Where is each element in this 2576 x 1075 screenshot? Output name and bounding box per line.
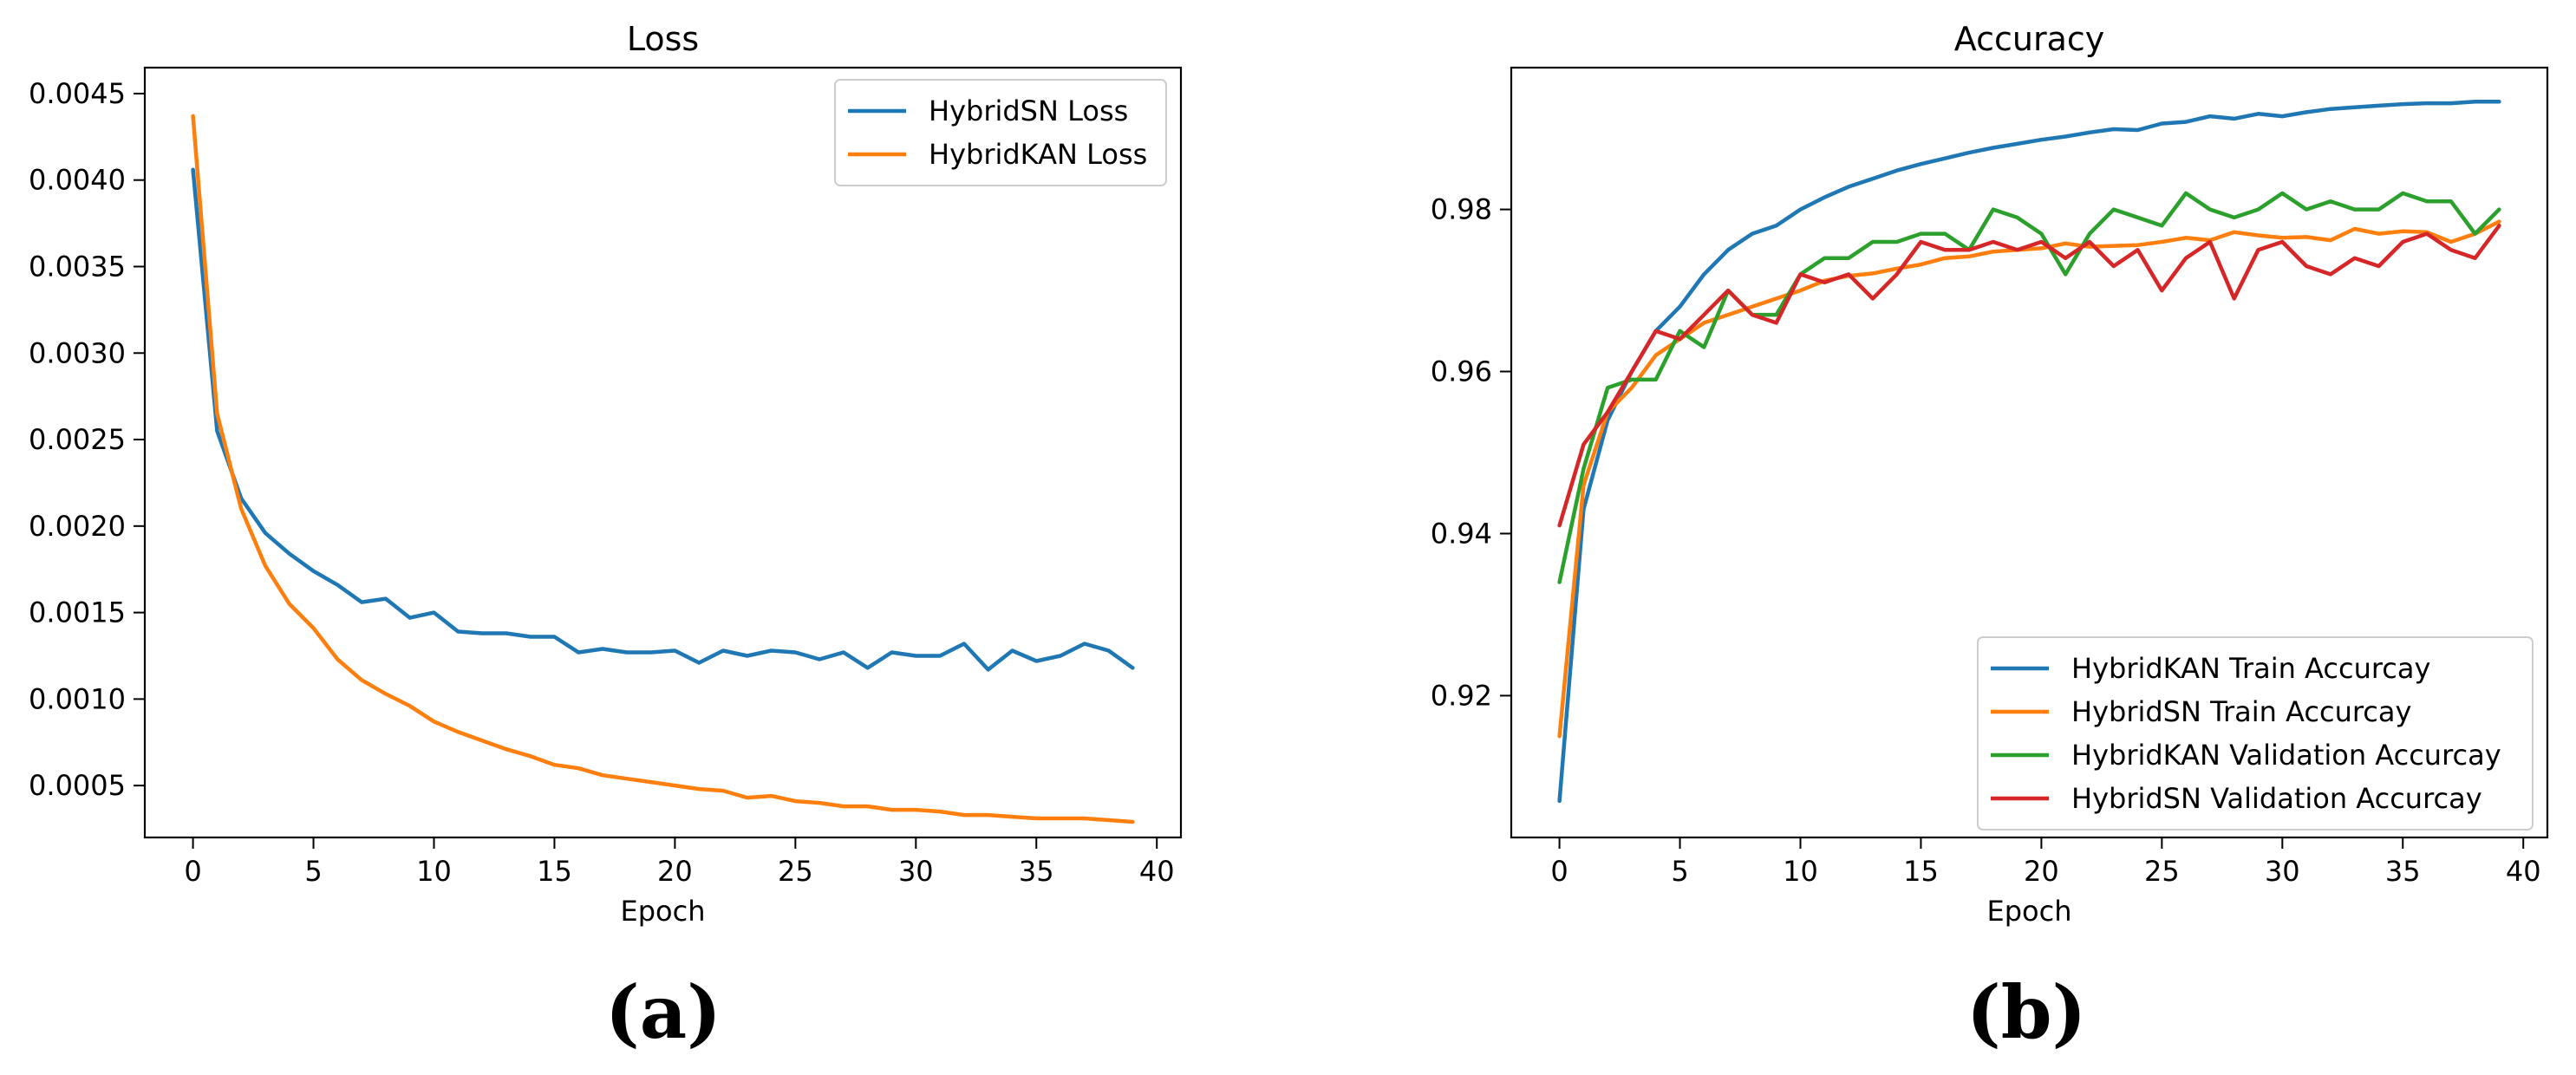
legend-label: HybridKAN Loss bbox=[929, 138, 1147, 171]
y-tick-label: 0.0030 bbox=[29, 336, 126, 369]
legend-label: HybridKAN Validation Accurcay bbox=[2071, 739, 2501, 772]
series-line-accuracy-2 bbox=[1557, 191, 2501, 584]
x-tick-label: 25 bbox=[778, 855, 813, 888]
plot-frame-accuracy bbox=[1510, 66, 2549, 839]
series-line-loss-1 bbox=[191, 114, 1135, 824]
panel-label-a: (a) bbox=[605, 969, 721, 1055]
legend-box bbox=[834, 79, 1167, 186]
series-line-loss-0 bbox=[191, 167, 1135, 672]
legend-label: HybridSN Train Accurcay bbox=[2071, 695, 2411, 728]
series-line-accuracy-0 bbox=[1557, 100, 2501, 804]
legend-label: HybridSN Validation Accurcay bbox=[2071, 782, 2482, 815]
x-tick-label: 5 bbox=[1671, 855, 1688, 888]
x-tick-label: 10 bbox=[416, 855, 452, 888]
x-tick-label: 20 bbox=[2024, 855, 2059, 888]
y-tick-label: 0.0025 bbox=[29, 423, 126, 456]
x-tick-label: 0 bbox=[184, 855, 201, 888]
legend-label: HybridSN Loss bbox=[929, 94, 1128, 127]
x-tick-label: 30 bbox=[2265, 855, 2300, 888]
x-tick-label: 10 bbox=[1783, 855, 1818, 888]
panel-label-b: (b) bbox=[1966, 969, 2087, 1055]
chart-title-loss: Loss bbox=[627, 20, 699, 58]
chart-loss: Loss 0 5 10 15 20 25 30 35 40 0.0005 0.0010 0.0015 0.… bbox=[29, 20, 1183, 928]
y-tick-label: 0.96 bbox=[1431, 355, 1492, 388]
y-tick-label: 0.94 bbox=[1431, 517, 1492, 550]
y-tick-label: 0.0005 bbox=[29, 769, 126, 802]
plot-frame-loss bbox=[143, 66, 1183, 839]
series-line-accuracy-3 bbox=[1557, 224, 2501, 528]
x-tick-label: 40 bbox=[2506, 855, 2541, 888]
legend-loss: HybridSN Loss HybridKAN Loss bbox=[834, 79, 1167, 186]
y-tick-label: 0.92 bbox=[1431, 679, 1492, 712]
x-tick-label: 35 bbox=[2385, 855, 2421, 888]
legend-label: HybridKAN Train Accurcay bbox=[2071, 652, 2430, 685]
y-tick-label: 0.98 bbox=[1431, 193, 1492, 226]
x-tick-label: 20 bbox=[657, 855, 693, 888]
chart-accuracy: Accuracy 0 5 10 15 20 25 30 35 40 0.92 0.94 0.96 0.98… bbox=[1431, 20, 2549, 928]
x-axis-label-loss: Epoch bbox=[621, 895, 706, 928]
x-tick-label: 25 bbox=[2144, 855, 2180, 888]
y-tick-label: 0.0035 bbox=[29, 250, 126, 283]
x-tick-label: 30 bbox=[898, 855, 934, 888]
legend-box bbox=[1977, 636, 2534, 831]
x-tick-label: 15 bbox=[1903, 855, 1939, 888]
x-tick-label: 35 bbox=[1019, 855, 1054, 888]
x-tick-label: 0 bbox=[1550, 855, 1568, 888]
y-tick-label: 0.0020 bbox=[29, 510, 126, 543]
x-tick-label: 5 bbox=[304, 855, 322, 888]
x-axis-label-accuracy: Epoch bbox=[1987, 895, 2072, 928]
y-tick-label: 0.0040 bbox=[29, 164, 126, 197]
legend-accuracy: HybridKAN Train Accurcay HybridSN Train A… bbox=[1977, 636, 2534, 831]
y-tick-label: 0.0045 bbox=[29, 77, 126, 110]
y-tick-label: 0.0015 bbox=[29, 596, 126, 629]
x-tick-label: 15 bbox=[537, 855, 572, 888]
y-tick-label: 0.0010 bbox=[29, 682, 126, 715]
chart-title-accuracy: Accuracy bbox=[1954, 20, 2105, 58]
x-tick-label: 40 bbox=[1139, 855, 1175, 888]
